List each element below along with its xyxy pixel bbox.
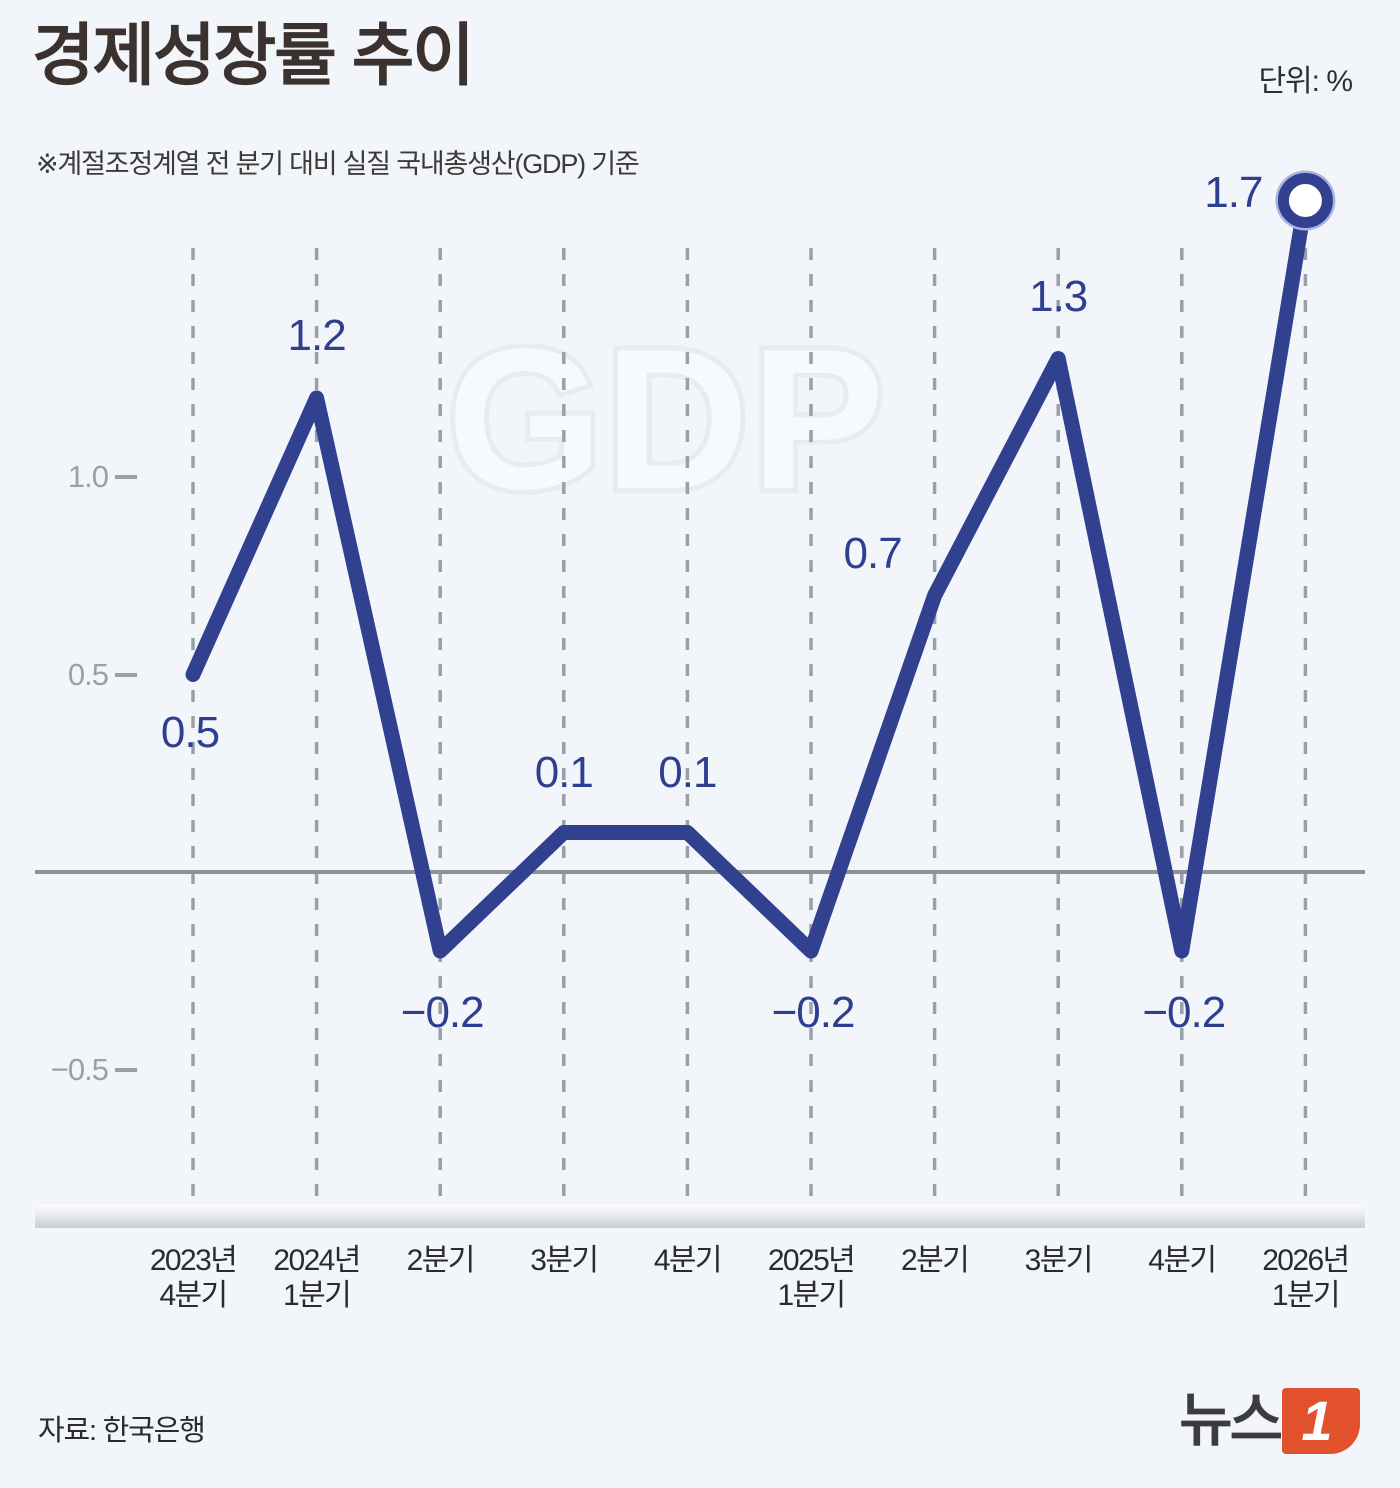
x-label-line-2: 1분기 bbox=[777, 1279, 846, 1313]
data-point-label: 0.5 bbox=[160, 707, 220, 757]
y-axis-tick-label: −0.5 bbox=[50, 1051, 109, 1087]
x-label-line-1: 2분기 bbox=[901, 1244, 970, 1277]
y-axis-tick-label: 0.5 bbox=[67, 656, 109, 692]
data-point-label: −0.2 bbox=[1142, 988, 1226, 1037]
y-axis-tick-label: 1.0 bbox=[67, 459, 109, 494]
data-point-label: 1.7 bbox=[1204, 167, 1263, 217]
x-label-line-1: 2026년 bbox=[1262, 1244, 1350, 1277]
x-axis-tick-label: 2024년 1분기 bbox=[273, 1243, 361, 1314]
x-axis-tick-label: 2분기 bbox=[406, 1243, 476, 1278]
x-label-line-1: 4분기 bbox=[1148, 1244, 1217, 1277]
x-label-line-2: 4분기 bbox=[159, 1279, 228, 1313]
x-label-line-1: 3분기 bbox=[530, 1244, 599, 1277]
data-point-label: −0.2 bbox=[771, 988, 856, 1037]
logo-badge: 1 bbox=[1282, 1388, 1360, 1454]
x-axis-tick-label: 2023년 4분기 bbox=[149, 1243, 238, 1314]
data-point-label: 1.3 bbox=[1029, 271, 1088, 321]
x-label-line-1: 2분기 bbox=[406, 1244, 476, 1277]
x-axis-tick-label: 3분기 bbox=[1024, 1243, 1094, 1278]
gdp-watermark-text: GDP bbox=[442, 308, 889, 531]
x-axis-tick-label: 2025년 1분기 bbox=[767, 1243, 856, 1314]
y-axis-tick-mark bbox=[115, 672, 137, 677]
x-label-line-2: 1분기 bbox=[283, 1279, 352, 1313]
y-axis-tick-mark bbox=[115, 475, 137, 479]
x-label-line-1: 2025년 bbox=[767, 1244, 856, 1277]
data-point-label: 0.1 bbox=[658, 747, 717, 797]
y-axis-tick-mark bbox=[115, 1067, 137, 1072]
source-label: 자료: 한국은행 bbox=[38, 1415, 206, 1447]
x-axis-tick-label: 3분기 bbox=[530, 1243, 599, 1278]
x-axis-tick-label: 4분기 bbox=[1148, 1243, 1217, 1278]
data-point-label: 0.1 bbox=[534, 747, 594, 797]
gdp-watermark: GDP bbox=[442, 315, 889, 525]
x-axis-tick-label: 2분기 bbox=[901, 1243, 970, 1278]
data-point-label: 1.2 bbox=[287, 311, 347, 360]
marker-ring[interactable] bbox=[1277, 173, 1333, 228]
x-label-line-1: 2024년 bbox=[273, 1244, 361, 1277]
logo-badge-number: 1 bbox=[1301, 1389, 1333, 1452]
page-title: 경제성장률 추이 bbox=[32, 18, 475, 94]
x-axis-tick-label: 2026년 1분기 bbox=[1262, 1243, 1350, 1314]
x-label-line-1: 4분기 bbox=[653, 1244, 723, 1277]
x-label-line-1: 2023년 bbox=[149, 1244, 238, 1277]
highlight-marker[interactable] bbox=[1275, 170, 1336, 231]
data-point-label: 0.7 bbox=[843, 528, 903, 578]
chart-subtitle: ※계절조정계열 전 분기 대비 실질 국내총생산(GDP) 기준 bbox=[36, 149, 640, 179]
unit-label: 단위: % bbox=[1258, 65, 1353, 98]
x-axis-tick-label: 4분기 bbox=[653, 1243, 723, 1278]
data-series-line bbox=[185, 193, 1313, 959]
news1-logo[interactable]: 뉴스 1 bbox=[1179, 1386, 1360, 1456]
logo-wordmark: 뉴스 bbox=[1179, 1388, 1283, 1453]
data-point-label: −0.2 bbox=[400, 988, 485, 1037]
x-label-line-1: 3분기 bbox=[1024, 1244, 1094, 1277]
x-label-line-2: 1분기 bbox=[1271, 1279, 1341, 1313]
axis-base-band bbox=[35, 1204, 1365, 1228]
